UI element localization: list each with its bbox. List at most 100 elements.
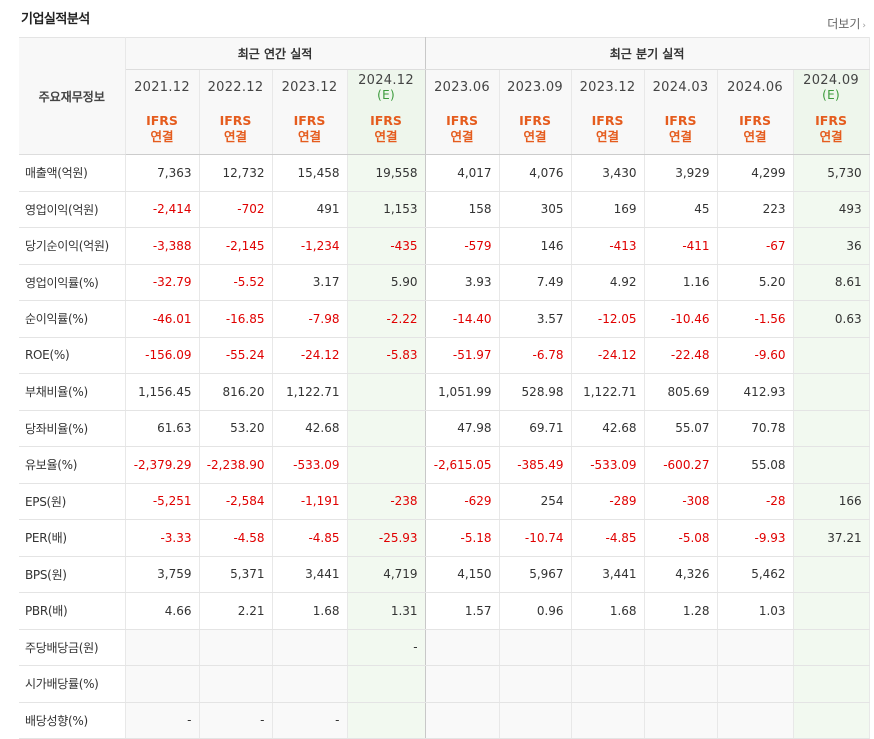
- table-cell: 55.08: [717, 446, 794, 484]
- table-cell: 491: [272, 190, 348, 228]
- table-cell: -: [125, 701, 200, 739]
- table-cell: -5,251: [125, 482, 200, 520]
- table-cell: 45: [644, 190, 718, 228]
- table-cell: 1.57: [425, 592, 500, 630]
- table-cell: -1.56: [717, 300, 794, 338]
- table-cell: [717, 665, 794, 703]
- table-cell: 1,122.71: [571, 373, 645, 411]
- table-cell: 254: [499, 482, 572, 520]
- table-cell: 70.78: [717, 409, 794, 447]
- basis-consolidated: 연결: [223, 129, 247, 144]
- period-date: 2023.12: [281, 79, 338, 95]
- table-cell: [425, 665, 500, 703]
- quarterly-group-header: 최근 분기 실적: [425, 37, 870, 70]
- table-cell: [717, 628, 794, 666]
- basis-header: IFRS 연결: [571, 104, 645, 155]
- table-cell: [571, 628, 645, 666]
- row-label: 주당배당금(원): [19, 628, 126, 666]
- more-link[interactable]: 더보기 ›: [827, 15, 866, 32]
- period-header: 2023.12: [571, 69, 645, 104]
- table-cell: [125, 665, 200, 703]
- basis-ifrs: IFRS: [293, 113, 326, 128]
- basis-ifrs: IFRS: [519, 113, 551, 128]
- row-label: PBR(배): [19, 592, 126, 630]
- table-cell: [125, 628, 200, 666]
- table-cell: -411: [644, 227, 718, 265]
- basis-consolidated: 연결: [150, 129, 174, 144]
- table-cell: 7.49: [499, 263, 572, 301]
- row-label: 시가배당률(%): [19, 665, 126, 703]
- row-label: EPS(원): [19, 482, 126, 520]
- table-cell: 4,326: [644, 555, 718, 593]
- table-cell: -2,379.29: [125, 446, 200, 484]
- table-cell: 1.31: [347, 592, 426, 630]
- period-header: 2022.12: [199, 69, 273, 104]
- table-cell: 1.16: [644, 263, 718, 301]
- table-cell: 5.20: [717, 263, 794, 301]
- table-cell: [793, 592, 870, 630]
- table-cell: -3.33: [125, 519, 200, 557]
- row-header-label: 주요재무정보: [19, 37, 126, 155]
- table-cell: -2,584: [199, 482, 273, 520]
- section-title: 기업실적분석: [21, 12, 90, 27]
- table-cell: -156.09: [125, 336, 200, 374]
- row-label: ROE(%): [19, 336, 126, 374]
- table-cell: [793, 446, 870, 484]
- table-cell: 1,122.71: [272, 373, 348, 411]
- row-label: 순이익률(%): [19, 300, 126, 338]
- basis-consolidated: 연결: [450, 129, 474, 144]
- table-cell: [272, 628, 348, 666]
- basis-header: IFRS 연결: [644, 104, 718, 155]
- table-cell: -14.40: [425, 300, 500, 338]
- table-cell: [644, 665, 718, 703]
- period-header: 2023.09: [499, 69, 572, 104]
- table-cell: -55.24: [199, 336, 273, 374]
- table-cell: 158: [425, 190, 500, 228]
- table-cell: -4.85: [272, 519, 348, 557]
- period-header: 2024.12 (E): [347, 69, 426, 104]
- period-date: 2024.06: [727, 79, 783, 95]
- table-cell: 53.20: [199, 409, 273, 447]
- table-cell: -5.08: [644, 519, 718, 557]
- table-cell: 412.93: [717, 373, 794, 411]
- table-cell: 1.68: [571, 592, 645, 630]
- row-label: BPS(원): [19, 555, 126, 593]
- table-cell: -5.52: [199, 263, 273, 301]
- estimate-marker: (E): [377, 87, 395, 102]
- table-cell: [793, 701, 870, 739]
- table-row: 영업이익(억원) -2,414 -702 491 1,153 158 305 169 45 223…: [19, 190, 870, 228]
- table-cell: -32.79: [125, 263, 200, 301]
- table-cell: 47.98: [425, 409, 500, 447]
- table-cell: -3,388: [125, 227, 200, 265]
- period-date: 2023.06: [434, 79, 490, 95]
- table-row: 유보율(%) -2,379.29 -2,238.90 -533.09 -2,615.05…: [19, 446, 870, 484]
- period-date: 2024.12: [358, 72, 414, 88]
- table-cell: -2,615.05: [425, 446, 500, 484]
- annual-group-header: 최근 연간 실적: [125, 37, 426, 70]
- table-row: 배당성향(%) - - -: [19, 701, 870, 739]
- row-label: 영업이익(억원): [19, 190, 126, 228]
- table-cell: 5,967: [499, 555, 572, 593]
- row-label: 당기순이익(억원): [19, 227, 126, 265]
- period-date: 2024.09: [803, 72, 859, 88]
- table-cell: -9.60: [717, 336, 794, 374]
- basis-header: IFRS 연결: [125, 104, 200, 155]
- table-cell: -600.27: [644, 446, 718, 484]
- table-cell: -67: [717, 227, 794, 265]
- table-cell: [793, 373, 870, 411]
- table-cell: -4.58: [199, 519, 273, 557]
- table-cell: 4,017: [425, 154, 500, 192]
- basis-ifrs: IFRS: [219, 113, 252, 128]
- table-cell: -46.01: [125, 300, 200, 338]
- table-cell: 15,458: [272, 154, 348, 192]
- row-label: 부채비율(%): [19, 373, 126, 411]
- table-cell: -6.78: [499, 336, 572, 374]
- table-cell: -533.09: [272, 446, 348, 484]
- table-cell: -385.49: [499, 446, 572, 484]
- table-row: BPS(원) 3,759 5,371 3,441 4,719 4,150 5,967 3,44…: [19, 555, 870, 593]
- table-cell: -238: [347, 482, 426, 520]
- basis-consolidated: 연결: [297, 129, 321, 144]
- table-cell: [793, 628, 870, 666]
- table-cell: 3,430: [571, 154, 645, 192]
